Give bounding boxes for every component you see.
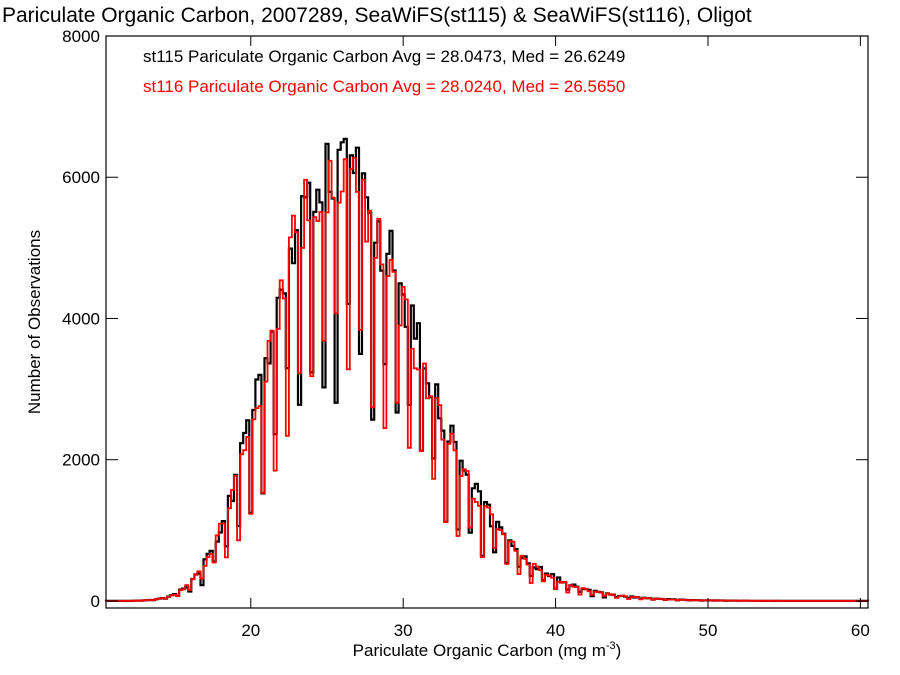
y-tick-label: 8000 bbox=[62, 27, 100, 46]
x-tick-label: 40 bbox=[546, 621, 565, 640]
x-tick-label: 60 bbox=[851, 621, 870, 640]
y-axis-label: Number of Observations bbox=[25, 230, 44, 414]
chart-title: Pariculate Organic Carbon, 2007289, SeaW… bbox=[2, 4, 752, 27]
x-axis-label-sup: -3 bbox=[606, 640, 616, 652]
legend-entry-st116: st116 Pariculate Organic Carbon Avg = 28… bbox=[143, 77, 625, 96]
y-tick-label: 2000 bbox=[62, 451, 100, 470]
x-axis-label-end: ) bbox=[616, 641, 622, 660]
ticks-layer: 20 30 40 50 60 0 2000 4000 6000 8000 bbox=[62, 27, 870, 640]
y-tick-label: 4000 bbox=[62, 309, 100, 328]
series-layer bbox=[104, 137, 870, 602]
x-tick-label: 30 bbox=[394, 621, 413, 640]
plot-frame bbox=[105, 35, 869, 609]
x-tick-label: 50 bbox=[699, 621, 718, 640]
legend-entry-st115: st115 Pariculate Organic Carbon Avg = 28… bbox=[143, 47, 625, 66]
x-tick-label: 20 bbox=[241, 621, 260, 640]
series-line-st116 bbox=[105, 156, 869, 602]
y-tick-label: 6000 bbox=[62, 168, 100, 187]
x-axis-label: Pariculate Organic Carbon (mg m-3) bbox=[353, 640, 622, 660]
y-tick-label: 0 bbox=[91, 592, 100, 611]
x-axis-label-main: Pariculate Organic Carbon (mg m bbox=[353, 641, 606, 660]
